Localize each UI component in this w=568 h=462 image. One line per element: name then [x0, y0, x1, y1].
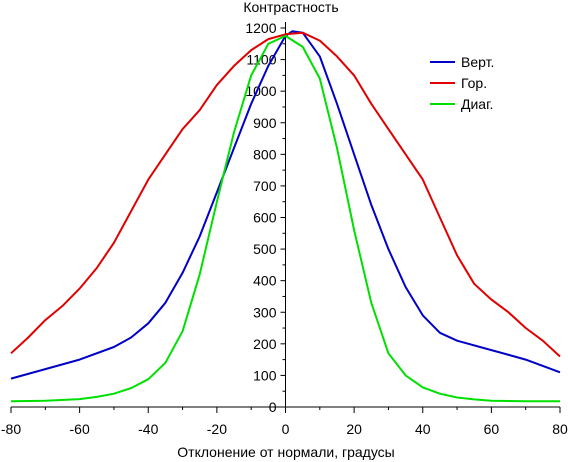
legend-label-1: Верт. [461, 54, 494, 70]
x-tick-label: 60 [484, 421, 500, 437]
legend-label-3: Диаг. [461, 96, 493, 112]
x-tick-label: -20 [207, 421, 227, 437]
y-tick-label: 1000 [245, 83, 276, 99]
y-tick-label: 0 [269, 399, 277, 415]
y-tick-label: 700 [253, 178, 277, 194]
y-tick-label: 200 [253, 336, 277, 352]
x-tick-label: 0 [282, 421, 290, 437]
x-tick-label: 40 [415, 421, 431, 437]
y-tick-label: 400 [253, 273, 277, 289]
x-tick-label: -80 [1, 421, 21, 437]
y-tick-label: 800 [253, 146, 277, 162]
x-tick-label: 20 [346, 421, 362, 437]
y-tick-label: 500 [253, 241, 277, 257]
x-axis-label: Отклонение от нормали, градусы [177, 444, 394, 460]
y-tick-label: 300 [253, 304, 277, 320]
x-tick-label: 80 [552, 421, 568, 437]
x-axis-ticks: -80 -60 -40 -20 0 20 40 60 80 [1, 407, 568, 437]
series-lines [10, 30, 561, 403]
legend: Верт. Гор. Диаг. [430, 54, 494, 112]
chart-title: Контрастность [243, 0, 338, 15]
x-tick-label: -60 [70, 421, 90, 437]
legend-label-2: Гор. [461, 75, 487, 91]
x-tick-label: -40 [138, 421, 158, 437]
y-tick-label: 100 [253, 367, 277, 383]
y-tick-label: 900 [253, 115, 277, 131]
series-line-2 [10, 31, 561, 358]
series-line-3 [10, 34, 560, 403]
y-tick-label: 1200 [245, 20, 276, 36]
y-tick-label: 600 [253, 210, 277, 226]
